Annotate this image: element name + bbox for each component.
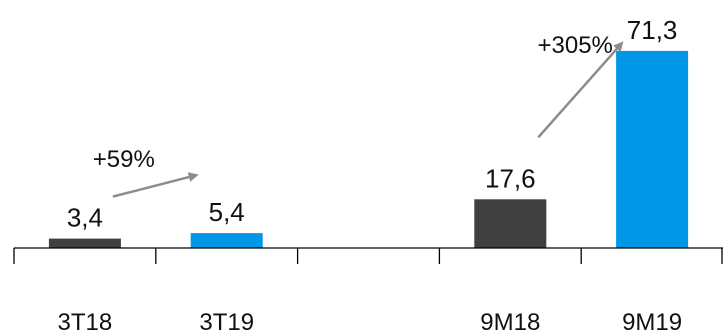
category-label-3t19: 3T19 — [199, 309, 254, 335]
value-label-9m19: 71,3 — [627, 15, 678, 45]
annotations-layer: +59% +305% — [93, 32, 624, 198]
value-label-9m18: 17,6 — [485, 163, 536, 193]
category-label-9m18: 9M18 — [480, 309, 540, 335]
bar-3t18 — [48, 238, 121, 248]
bars-layer — [48, 50, 689, 249]
growth-arrow — [537, 41, 624, 139]
category-label-3t18: 3T18 — [58, 309, 113, 335]
growth-arrow — [112, 172, 199, 198]
bar-9m18 — [474, 199, 547, 248]
bar-9m19 — [616, 50, 689, 249]
category-label-9m19: 9M19 — [622, 309, 682, 335]
bar-3t19 — [190, 233, 263, 248]
labels-layer: 3,4 5,4 17,6 71,3 3T18 3T19 9M18 9M19 — [58, 15, 683, 335]
growth-label: +59% — [93, 146, 155, 173]
value-label-3t19: 5,4 — [209, 197, 245, 227]
value-label-3t18: 3,4 — [67, 203, 103, 233]
growth-label: +305% — [537, 32, 612, 59]
x-axis — [13, 247, 723, 264]
